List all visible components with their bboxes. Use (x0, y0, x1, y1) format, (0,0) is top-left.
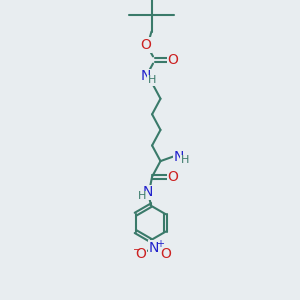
Text: H: H (137, 191, 146, 202)
Text: O: O (168, 170, 178, 184)
Text: +: + (156, 239, 164, 249)
Text: −: − (133, 244, 141, 255)
Text: N: N (142, 185, 153, 199)
Text: H: H (181, 155, 189, 165)
Text: H: H (148, 75, 156, 85)
Text: O: O (168, 53, 178, 67)
Text: O: O (160, 247, 171, 261)
Text: N: N (140, 70, 151, 83)
Text: O: O (140, 38, 151, 52)
Text: N: N (173, 150, 184, 164)
Text: O: O (136, 247, 146, 261)
Text: N: N (149, 241, 159, 255)
